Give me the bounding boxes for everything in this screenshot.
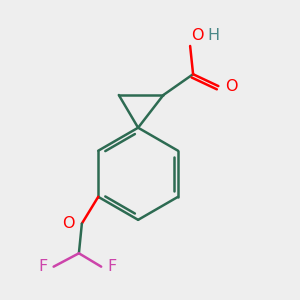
Text: H: H: [208, 28, 220, 43]
Text: O: O: [191, 28, 204, 43]
Text: F: F: [38, 259, 48, 274]
Text: F: F: [107, 259, 116, 274]
Text: O: O: [62, 216, 74, 231]
Text: O: O: [225, 79, 237, 94]
